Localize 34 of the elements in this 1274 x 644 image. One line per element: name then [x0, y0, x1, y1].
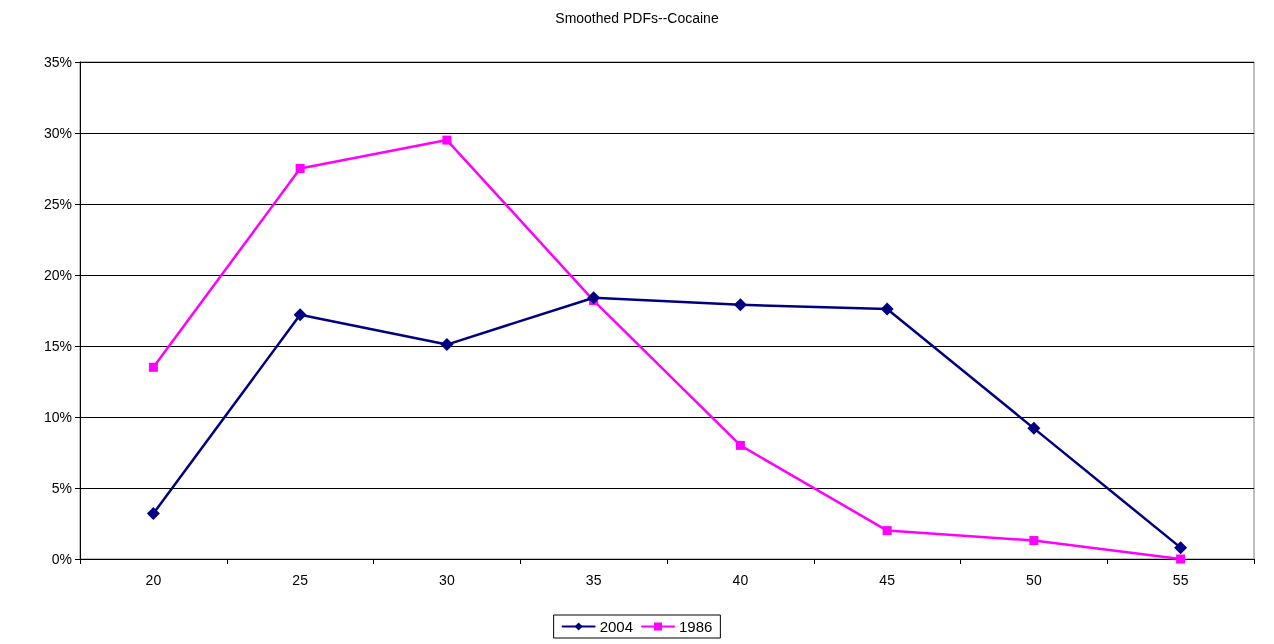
point — [293, 308, 307, 322]
point — [146, 507, 160, 521]
point — [1176, 554, 1186, 564]
y-tick-label: 30% — [43, 125, 72, 141]
x-tick-label: 45 — [879, 572, 896, 588]
legend-label: 1986 — [679, 618, 713, 635]
y-tick-label: 20% — [43, 267, 72, 283]
x-tick-label: 30 — [439, 572, 455, 588]
y-tick-label: 10% — [43, 409, 72, 425]
point — [735, 440, 745, 450]
y-tick-label: 5% — [51, 480, 72, 496]
x-tick-label: 25 — [292, 572, 309, 588]
x-tick-label: 20 — [145, 572, 162, 588]
point — [440, 338, 454, 352]
x-tick-label: 35 — [585, 572, 602, 588]
x-tick-label: 50 — [1026, 572, 1042, 588]
legend-label: 2004 — [599, 618, 634, 635]
point — [148, 362, 158, 372]
chart-title: Smoothed PDFs--Cocaine — [555, 10, 719, 26]
point — [442, 135, 452, 145]
point — [733, 298, 747, 312]
point — [1029, 536, 1039, 546]
point — [1174, 541, 1188, 555]
y-tick-label: 35% — [43, 54, 72, 70]
x-tick-label: 40 — [732, 572, 749, 588]
point — [880, 302, 894, 316]
y-tick-label: 0% — [51, 551, 72, 567]
point — [587, 291, 601, 305]
point — [295, 164, 305, 173]
point — [1027, 421, 1041, 435]
y-tick-label: 25% — [43, 196, 72, 212]
point — [882, 526, 892, 536]
y-tick-label: 15% — [43, 338, 72, 354]
x-tick-label: 55 — [1172, 572, 1189, 588]
